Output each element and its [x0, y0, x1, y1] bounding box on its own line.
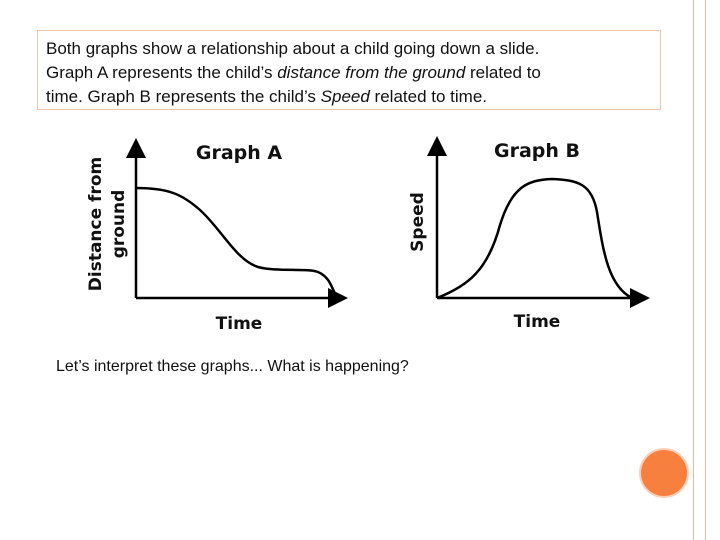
graph-a-ylabel-line1: Distance from — [86, 157, 106, 291]
interpret-prompt: Let’s interpret these graphs... What is … — [56, 358, 409, 375]
side-rule-right — [705, 0, 706, 540]
side-rule-left — [693, 0, 694, 540]
graph-b-xlabel: Time — [514, 312, 561, 332]
graph-a: Graph A Distance from ground Time — [86, 138, 348, 334]
intro-line-1: Both graphs show a relationship about a … — [46, 39, 540, 58]
graph-b-ylabel: Speed — [408, 192, 428, 252]
intro-line-2: Graph A represents the child’s distance … — [46, 63, 541, 82]
decorative-orange-dot — [641, 450, 687, 496]
intro-text-box: Both graphs show a relationship about a … — [37, 30, 661, 110]
intro-line-3: time. Graph B represents the child’s Spe… — [46, 87, 487, 106]
graph-b-curve — [436, 177, 633, 300]
graph-a-xlabel: Time — [216, 314, 263, 334]
graph-b: Graph B Speed Time — [408, 136, 650, 332]
graph-a-title: Graph A — [196, 142, 283, 164]
graph-b-title: Graph B — [494, 140, 580, 162]
graph-a-ylabel-line2: ground — [109, 190, 129, 259]
graph-a-curve — [135, 186, 339, 299]
